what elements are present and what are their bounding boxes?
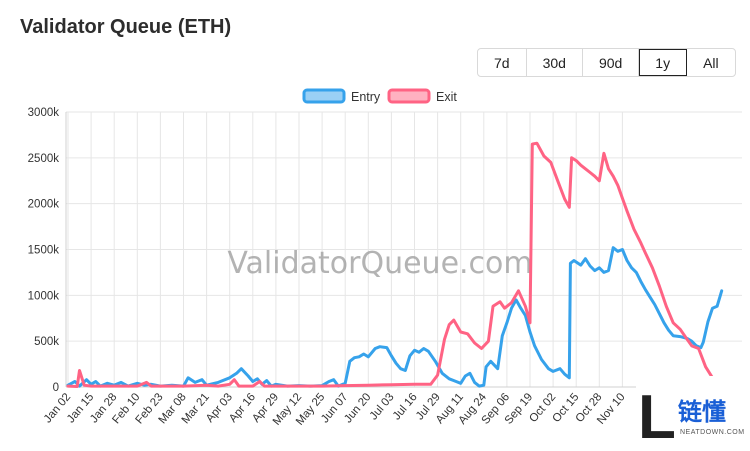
y-tick-label: 0	[53, 382, 59, 394]
series-line-exit	[66, 141, 719, 388]
y-tick-label: 1500k	[28, 245, 60, 257]
legend-swatch-entry	[302, 88, 346, 104]
y-tick-label: 2000k	[28, 199, 60, 211]
y-tick-label: 2500k	[28, 153, 60, 165]
legend-label-exit[interactable]: Exit	[436, 90, 457, 104]
range-button-30d[interactable]: 30d	[526, 49, 583, 76]
legend-swatch-exit	[387, 88, 431, 104]
chart-grid	[65, 111, 742, 388]
range-button-1y[interactable]: 1y	[639, 49, 688, 76]
chart-series	[66, 141, 724, 388]
y-tick-label: 1000k	[28, 290, 60, 302]
x-tick-label: Jul 03	[368, 391, 397, 422]
y-axis: 0 500k 1000k 1500k 2000k 2500k 3000k	[28, 107, 60, 394]
logo-text: 链懂	[678, 398, 726, 426]
y-tick-label: 500k	[34, 336, 59, 348]
chart-legend: Entry Exit	[302, 88, 457, 104]
logo-subtext: NEATDOWN.COM	[680, 429, 745, 436]
range-button-all[interactable]: All	[687, 49, 735, 76]
range-selector: 7d 30d 90d 1y All	[477, 48, 736, 77]
page-title: Validator Queue (ETH)	[20, 16, 232, 38]
series-line-entry	[66, 246, 724, 388]
y-tick-label: 3000k	[28, 107, 60, 119]
x-tick-label: Jul 16	[391, 391, 420, 422]
logo-letter: L	[638, 383, 676, 446]
watermark: ValidatorQueue.com	[227, 246, 532, 281]
range-button-90d[interactable]: 90d	[582, 49, 640, 76]
legend-label-entry[interactable]: Entry	[351, 90, 381, 104]
site-logo: L 链懂 NEATDOWN.COM	[636, 376, 750, 451]
range-button-7d[interactable]: 7d	[478, 49, 527, 76]
